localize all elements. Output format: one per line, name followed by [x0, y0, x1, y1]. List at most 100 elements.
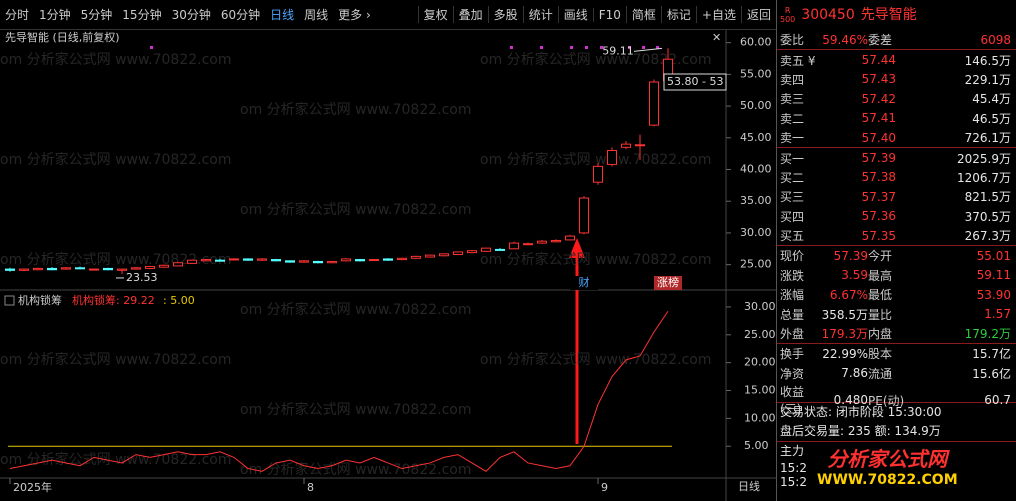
quote-cell: 总量 [780, 307, 805, 322]
order-price: 57.41 [861, 111, 896, 126]
tool-button[interactable]: 统计 [522, 6, 558, 23]
candle-body [411, 255, 421, 259]
quote-row: 净资 7.86 流通 15.6亿 [777, 364, 1016, 383]
event-label: 涨榜 [657, 275, 679, 289]
main-force: 主力 [780, 444, 805, 459]
candle-body [607, 149, 617, 165]
candle-body [215, 259, 225, 262]
quote-cell: 现价 [780, 249, 805, 264]
order-row: 卖二 57.41 46.5万 [777, 109, 1016, 128]
order-label: 卖一 [780, 131, 805, 146]
candle-body [285, 260, 295, 263]
order-volume: 726.1万 [964, 131, 1011, 146]
candle-body [369, 259, 379, 262]
x-tick-label: 8 [307, 481, 314, 494]
tool-button[interactable]: 叠加 [452, 6, 488, 23]
watermark: om 分析家公式网 www.70822.com [0, 451, 232, 468]
y-tick-label: 15.00 [744, 384, 776, 397]
stock-code: 300450 [801, 7, 855, 23]
quote-cell: 60.7 [984, 393, 1011, 408]
candle-body [509, 242, 519, 250]
tool-button[interactable]: 标记 [660, 6, 696, 23]
candle-body [19, 268, 29, 271]
high-label: 59.11 [602, 44, 634, 57]
status-line: 盘后交易量: 235 额: 134.9万 [777, 422, 1016, 443]
y-tick-label: 45.00 [740, 131, 772, 144]
candle-body [257, 258, 267, 261]
quote-cell: 最高 [868, 268, 893, 283]
y-tick-label: 20.00 [744, 356, 776, 369]
quote-cell: 1.57 [984, 307, 1011, 322]
quote-cell: PE(动) [868, 393, 905, 408]
candle-body [47, 267, 57, 271]
candle-body [75, 267, 85, 270]
tool-button[interactable]: 画线 [557, 6, 593, 23]
y-tick-label: 25.00 [740, 258, 772, 271]
tool-button[interactable]: 复权 [417, 6, 453, 23]
tool-button[interactable]: +自选 [695, 6, 741, 23]
order-price: 57.36 [861, 209, 896, 224]
quote-cell: 7.86 [841, 366, 868, 381]
arrow-head [569, 238, 585, 258]
watermark: om 分析家公式网 www.70822.com [480, 351, 712, 368]
order-row: 买三 57.37 821.5万 [777, 187, 1016, 206]
period-tab[interactable]: 15分钟 [122, 8, 162, 22]
candle-body [635, 144, 645, 147]
status-line: 交易状态: 闭市阶段 15:30:00 [780, 405, 942, 420]
price-tag-box [663, 73, 727, 91]
y-tick-label: 35.00 [740, 194, 772, 207]
quote-cell: 179.2万 [964, 327, 1011, 342]
order-volume: 1206.7万 [957, 170, 1011, 185]
candle-body [565, 235, 575, 241]
quote-header: R 500 300450 先导智能 [777, 0, 1016, 30]
order-row: 卖三 57.42 45.4万 [777, 89, 1016, 108]
quote-cell: 22.99% [822, 346, 868, 361]
period-tab[interactable]: 1分钟 [39, 8, 71, 22]
candle-body [467, 250, 477, 254]
candle-body [593, 165, 603, 183]
quote-row: 涨幅 6.67% 最低 53.90 [777, 285, 1016, 304]
candle-body [397, 257, 407, 261]
badge: R 500 [780, 6, 795, 24]
badge-text: 500 [780, 15, 796, 24]
tool-button[interactable]: F10 [592, 7, 626, 22]
order-row: 买四 57.36 370.5万 [777, 207, 1016, 226]
period-tab[interactable]: 分时 [5, 8, 30, 22]
badge-text: R [784, 6, 791, 15]
y-tick-label: 10.00 [744, 411, 776, 424]
period-tab[interactable]: 30分钟 [171, 8, 211, 22]
quote-cell: 15.7亿 [972, 347, 1011, 362]
candle-body [551, 240, 561, 243]
period-tab[interactable]: 更多 › [338, 8, 371, 22]
candle-body [33, 267, 43, 271]
period-tab[interactable]: 周线 [304, 8, 329, 22]
quote-cell: 179.3万 [821, 327, 868, 342]
quote-row: 总量 358.5万 量比 1.57 [777, 304, 1016, 323]
tool-button[interactable]: 返回 [740, 6, 776, 23]
time-line: 15:2 [780, 475, 807, 490]
candle-body [159, 264, 169, 268]
order-volume: 821.5万 [964, 190, 1011, 205]
close-icon[interactable]: ✕ [712, 31, 721, 44]
period-tab[interactable]: 日线 [270, 8, 295, 22]
order-volume: 45.4万 [972, 92, 1011, 107]
order-volume: 229.1万 [964, 72, 1011, 87]
toolbar: 分时 1分钟 5分钟 15分钟 30分钟 60分钟 日线 周线 更多 › 复权 叠加 多股 统计 画线 F1… [0, 0, 776, 30]
period-tab[interactable]: 60分钟 [220, 8, 261, 22]
quote-panel: R 500 300450 先导智能 委比 59.46% 委差 6098 卖五 ¥ 57.44 146… [776, 0, 1016, 501]
candle-body [439, 253, 449, 257]
order-volume: 146.5万 [964, 53, 1011, 68]
candle-body [579, 197, 589, 234]
tool-button[interactable]: 多股 [487, 6, 523, 23]
period-tab[interactable]: 5分钟 [80, 8, 113, 22]
indicator-legend: : 5.00 [163, 294, 195, 307]
watermark: om 分析家公式网 www.70822.com [480, 51, 712, 68]
order-row: 卖五 ¥ 57.44 146.5万 [777, 50, 1016, 69]
tool-button[interactable]: 简框 [625, 6, 661, 23]
watermark: om 分析家公式网 www.70822.com [0, 51, 232, 68]
y-tick-label: 60.00 [740, 36, 772, 49]
chart: ✕ 先导智能 (日线,前复权) 日线 om 分析家公式网 www.70822.c… [0, 30, 776, 501]
quote-row: 换手 22.99% 股本 15.7亿 [777, 344, 1016, 363]
quote-cell: 委差 [868, 33, 893, 48]
